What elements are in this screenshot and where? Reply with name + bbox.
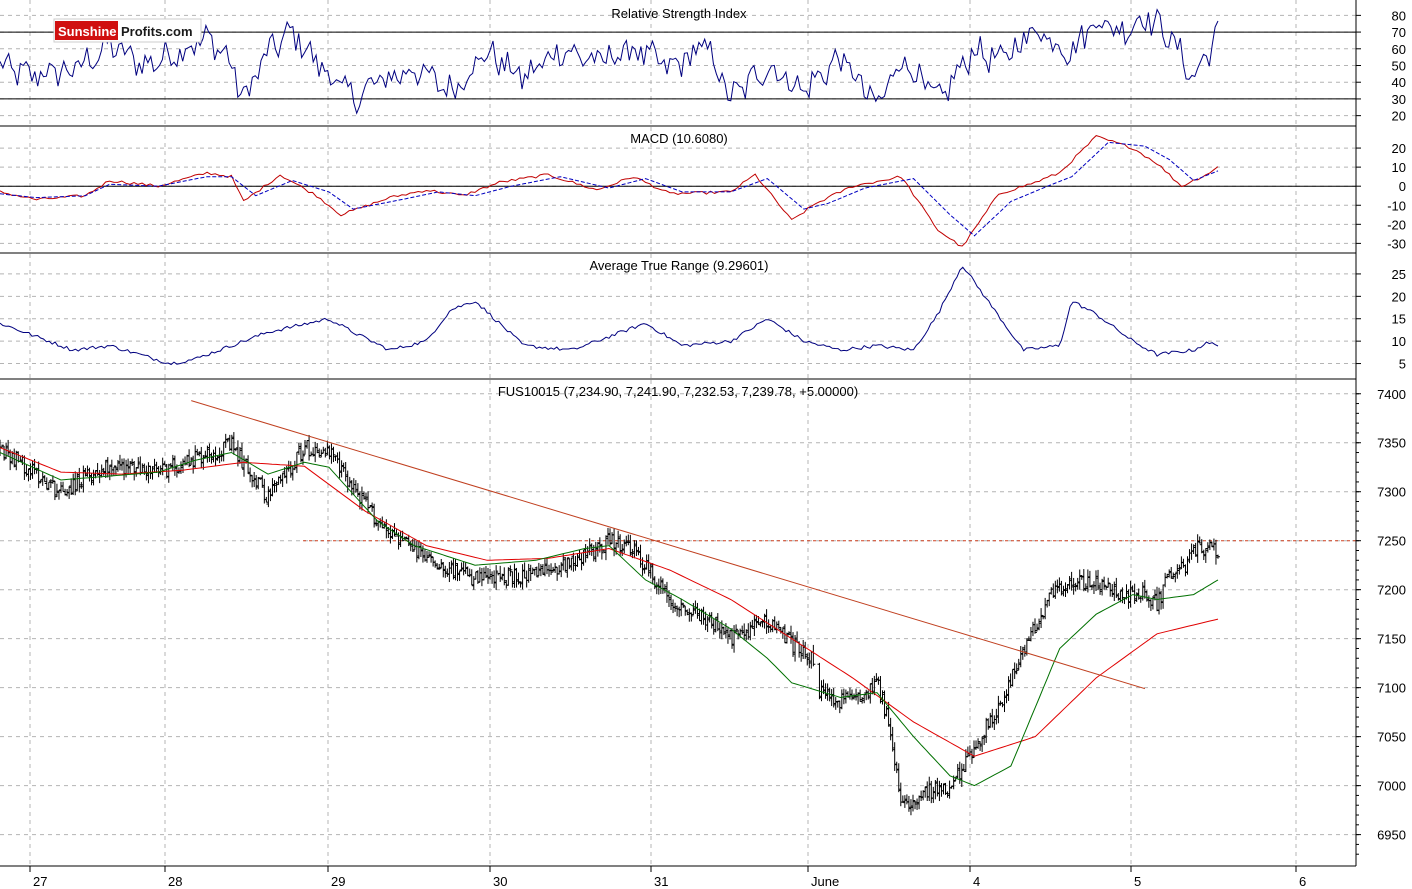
y-tick-label: 7000	[1377, 779, 1406, 794]
rsi-panel-title: Relative Strength Index	[611, 6, 747, 21]
y-tick-label: 5	[1399, 357, 1406, 372]
downtrend-line	[191, 400, 1146, 690]
macd-panel-title: MACD (10.6080)	[630, 131, 728, 146]
y-tick-label: 60	[1392, 42, 1406, 57]
y-tick-label: 7150	[1377, 632, 1406, 647]
y-tick-label: -30	[1387, 236, 1406, 251]
price-panel-title: FUS10015 (7,234.90, 7,241.90, 7,232.53, …	[498, 384, 858, 399]
y-tick-label: 25	[1392, 267, 1406, 282]
grid-layer	[0, 0, 1356, 866]
sunshine-profits-logo[interactable]: Sunshine Profits.com	[53, 18, 202, 43]
x-tick-label-31: 31	[654, 874, 668, 889]
y-tick-label: 0	[1399, 179, 1406, 194]
long-moving-average-line	[0, 447, 1219, 757]
x-tick-label-4: 4	[973, 874, 980, 889]
macd-signal-line	[0, 141, 1219, 237]
x-tick-label-27: 27	[33, 874, 47, 889]
atr-panel-title: Average True Range (9.29601)	[590, 258, 769, 273]
y-tick-label: 7400	[1377, 387, 1406, 402]
y-tick-label: 80	[1392, 8, 1406, 23]
x-tick-label-29: 29	[331, 874, 345, 889]
logo-part-profits: Profits.com	[121, 24, 193, 39]
y-tick-label: -10	[1387, 198, 1406, 213]
y-tick-label: 20	[1392, 141, 1406, 156]
y-tick-label: 7300	[1377, 485, 1406, 500]
y-tick-label: 10	[1392, 160, 1406, 175]
y-tick-label: 15	[1392, 312, 1406, 327]
y-tick-label: 7200	[1377, 583, 1406, 598]
macd-series-line	[0, 135, 1219, 247]
rsi-series-line	[0, 8, 1219, 115]
x-tick-label-30: 30	[493, 874, 507, 889]
short-moving-average-line	[0, 451, 1219, 787]
y-tick-label: 30	[1392, 92, 1406, 107]
y-tick-label: 70	[1392, 25, 1406, 40]
y-tick-label: 20	[1392, 109, 1406, 124]
y-tick-label: 10	[1392, 334, 1406, 349]
x-tick-label-28: 28	[168, 874, 182, 889]
y-tick-label: 7100	[1377, 681, 1406, 696]
y-tick-label: 40	[1392, 75, 1406, 90]
price-bars	[0, 432, 1220, 816]
y-tick-label: 20	[1392, 289, 1406, 304]
y-tick-label: 6950	[1377, 828, 1406, 843]
logo-part-sunshine: Sunshine	[58, 24, 117, 39]
x-tick-label-5: 5	[1134, 874, 1141, 889]
y-tick-label: 7250	[1377, 534, 1406, 549]
x-tick-label-6: 6	[1299, 874, 1306, 889]
x-tick-label-june: June	[811, 874, 839, 889]
y-tick-label: 7050	[1377, 730, 1406, 745]
y-tick-label: 50	[1392, 59, 1406, 74]
y-tick-label: 7350	[1377, 436, 1406, 451]
panel-layer	[0, 8, 1356, 816]
y-tick-label: -20	[1387, 217, 1406, 232]
atr-series-line	[0, 266, 1219, 366]
